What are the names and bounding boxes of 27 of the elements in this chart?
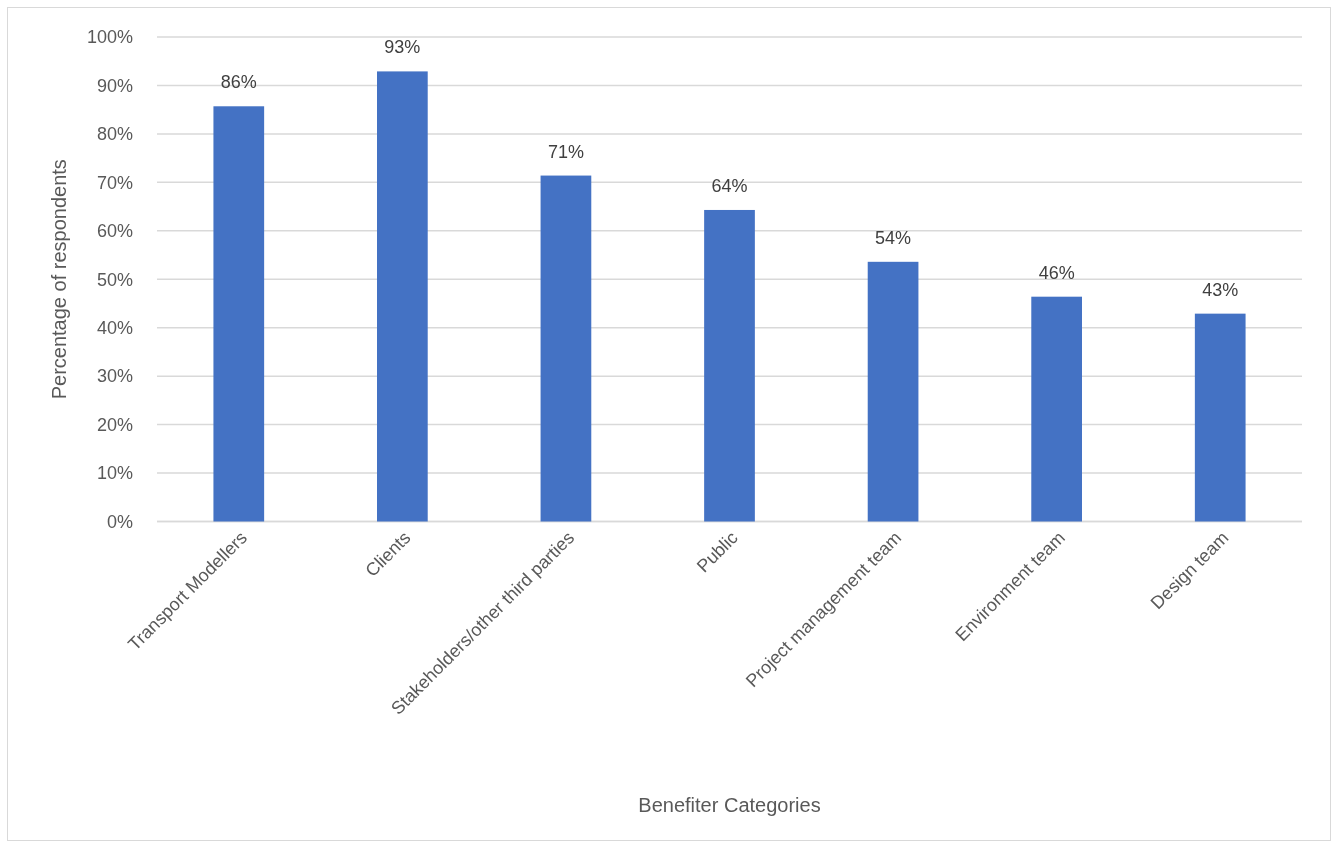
y-tick-label: 60% (96, 221, 133, 242)
bar (1194, 313, 1246, 522)
y-tick-label: 70% (96, 172, 133, 193)
data-label: 43% (1202, 279, 1239, 300)
data-label: 64% (711, 175, 748, 196)
x-axis-title: Benefiter Categories (638, 794, 821, 816)
y-tick-label: 50% (96, 269, 133, 290)
y-tick-label: 90% (96, 75, 133, 96)
bar (377, 71, 428, 522)
y-tick-label: 100% (86, 27, 133, 48)
data-label: 93% (384, 37, 421, 58)
bar (540, 175, 592, 522)
data-label: 46% (1038, 262, 1075, 283)
y-tick-label: 30% (96, 366, 133, 387)
bar (1031, 296, 1082, 522)
bar (213, 106, 265, 522)
y-tick-label: 10% (96, 463, 133, 484)
data-label: 54% (875, 227, 912, 248)
y-tick-label: 40% (96, 317, 133, 338)
data-label: 71% (547, 141, 584, 162)
bar (704, 209, 755, 522)
y-axis-title: Percentage of respondents (48, 159, 70, 400)
y-tick-label: 0% (106, 511, 133, 532)
data-label: 86% (220, 72, 257, 93)
bar (867, 261, 919, 522)
y-tick-label: 80% (96, 124, 133, 145)
y-tick-label: 20% (96, 414, 133, 435)
